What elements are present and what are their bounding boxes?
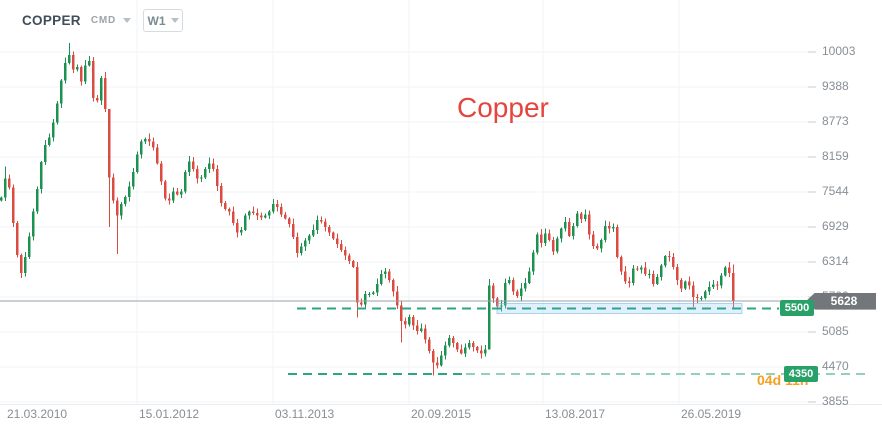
date-tick-label: 13.08.2017 <box>545 407 606 421</box>
symbol-label: COPPER <box>22 13 81 28</box>
chevron-down-icon <box>170 18 179 23</box>
date-tick-label: 15.01.2012 <box>139 407 200 421</box>
price-tick-label: 4470 <box>822 359 849 373</box>
price-tick-label: 10003 <box>822 44 856 59</box>
level-badge-5500[interactable]: 5500 <box>780 300 814 317</box>
price-tick-label: 3855 <box>822 394 849 408</box>
price-tick-label: 8773 <box>822 114 849 129</box>
price-tick-label: 6929 <box>822 219 849 234</box>
date-tick-label: 03.11.2013 <box>275 407 335 421</box>
axis-separator <box>0 404 882 405</box>
level-badge-4350[interactable]: 4350 <box>784 365 818 382</box>
price-tick-label: 5085 <box>822 324 849 338</box>
chevron-down-icon <box>123 18 131 23</box>
price-axis[interactable]: 1000393888773815975446929631457005085447… <box>822 0 882 408</box>
date-tick-label: 20.09.2015 <box>411 407 472 421</box>
date-tick-label: 26.05.2019 <box>681 407 742 421</box>
instrument-selector[interactable]: COPPER CMD <box>22 13 131 28</box>
price-tick-label: 9388 <box>822 79 849 94</box>
price-tick-label: 6314 <box>822 254 849 269</box>
current-price-badge: 5628 <box>806 292 876 310</box>
time-axis[interactable]: 21.03.2010 15.01.2012 03.11.2013 20.09.2015… <box>0 404 882 429</box>
timeframe-label: W1 <box>147 13 166 28</box>
timeframe-selector[interactable]: W1 <box>143 9 183 32</box>
price-tick-label: 8159 <box>822 149 849 164</box>
market-label: CMD <box>90 15 116 26</box>
date-tick-label: 21.03.2010 <box>7 407 68 421</box>
chart-header: COPPER CMD W1 <box>0 0 882 40</box>
price-tick-label: 7544 <box>822 184 849 199</box>
chart-annotation-title[interactable]: Copper <box>457 92 549 123</box>
